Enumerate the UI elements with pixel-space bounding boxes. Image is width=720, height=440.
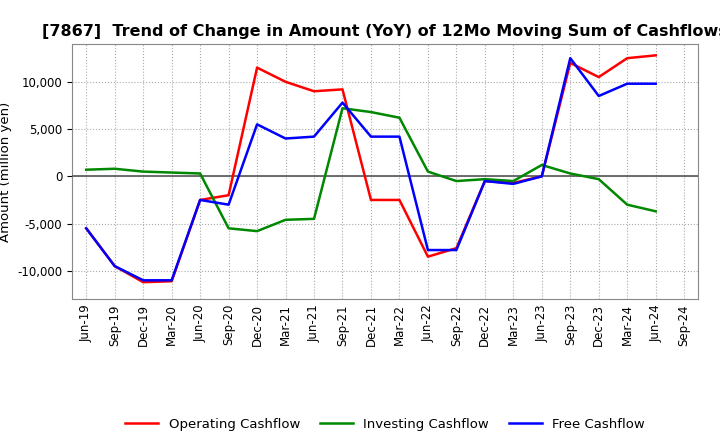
Operating Cashflow <box>82 226 91 231</box>
Operating Cashflow <box>225 193 233 198</box>
Free Cashflow <box>395 134 404 139</box>
Investing Cashflow <box>537 162 546 168</box>
Free Cashflow <box>338 100 347 105</box>
Free Cashflow <box>423 247 432 253</box>
Investing Cashflow <box>509 178 518 183</box>
Free Cashflow <box>167 278 176 283</box>
Free Cashflow <box>566 55 575 61</box>
Legend: Operating Cashflow, Investing Cashflow, Free Cashflow: Operating Cashflow, Investing Cashflow, … <box>120 413 650 436</box>
Operating Cashflow <box>167 279 176 284</box>
Operating Cashflow <box>566 60 575 66</box>
Investing Cashflow <box>395 115 404 121</box>
Free Cashflow <box>366 134 375 139</box>
Investing Cashflow <box>167 170 176 175</box>
Operating Cashflow <box>423 254 432 259</box>
Free Cashflow <box>253 122 261 127</box>
Free Cashflow <box>82 226 91 231</box>
Operating Cashflow <box>509 180 518 186</box>
Investing Cashflow <box>623 202 631 207</box>
Investing Cashflow <box>82 167 91 172</box>
Line: Operating Cashflow: Operating Cashflow <box>86 55 656 282</box>
Investing Cashflow <box>480 176 489 182</box>
Free Cashflow <box>652 81 660 86</box>
Free Cashflow <box>595 93 603 99</box>
Operating Cashflow <box>595 74 603 80</box>
Free Cashflow <box>225 202 233 207</box>
Operating Cashflow <box>623 55 631 61</box>
Operating Cashflow <box>110 264 119 269</box>
Operating Cashflow <box>338 87 347 92</box>
Free Cashflow <box>196 197 204 202</box>
Investing Cashflow <box>652 209 660 214</box>
Investing Cashflow <box>225 226 233 231</box>
Free Cashflow <box>452 247 461 253</box>
Free Cashflow <box>537 174 546 179</box>
Operating Cashflow <box>139 279 148 285</box>
Free Cashflow <box>480 178 489 183</box>
Free Cashflow <box>139 278 148 283</box>
Free Cashflow <box>110 264 119 269</box>
Line: Free Cashflow: Free Cashflow <box>86 58 656 280</box>
Y-axis label: Amount (million yen): Amount (million yen) <box>0 102 12 242</box>
Investing Cashflow <box>366 110 375 115</box>
Investing Cashflow <box>196 171 204 176</box>
Free Cashflow <box>623 81 631 86</box>
Operating Cashflow <box>395 197 404 202</box>
Free Cashflow <box>282 136 290 141</box>
Operating Cashflow <box>652 53 660 58</box>
Operating Cashflow <box>196 197 204 202</box>
Investing Cashflow <box>452 178 461 183</box>
Operating Cashflow <box>537 174 546 179</box>
Operating Cashflow <box>452 246 461 251</box>
Investing Cashflow <box>566 171 575 176</box>
Investing Cashflow <box>595 176 603 182</box>
Investing Cashflow <box>282 217 290 223</box>
Investing Cashflow <box>253 228 261 234</box>
Operating Cashflow <box>310 88 318 94</box>
Investing Cashflow <box>139 169 148 174</box>
Operating Cashflow <box>366 197 375 202</box>
Free Cashflow <box>509 181 518 187</box>
Free Cashflow <box>310 134 318 139</box>
Investing Cashflow <box>338 106 347 111</box>
Title: [7867]  Trend of Change in Amount (YoY) of 12Mo Moving Sum of Cashflows: [7867] Trend of Change in Amount (YoY) o… <box>42 24 720 39</box>
Operating Cashflow <box>282 79 290 84</box>
Operating Cashflow <box>480 178 489 183</box>
Investing Cashflow <box>423 169 432 174</box>
Operating Cashflow <box>253 65 261 70</box>
Line: Investing Cashflow: Investing Cashflow <box>86 108 656 231</box>
Investing Cashflow <box>110 166 119 172</box>
Investing Cashflow <box>310 216 318 221</box>
